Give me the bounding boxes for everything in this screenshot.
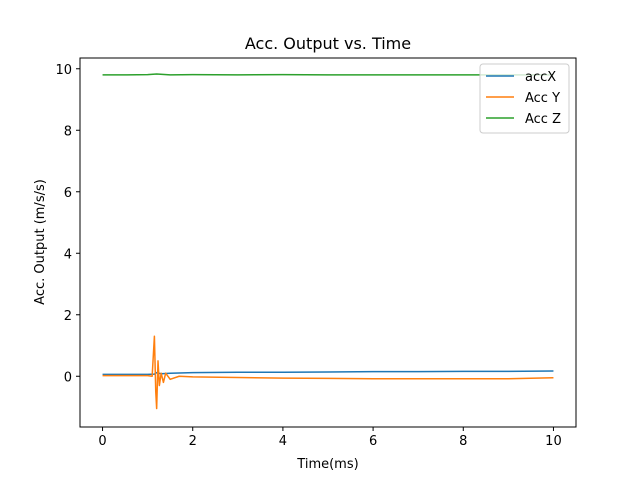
legend-label-2: Acc Y xyxy=(525,91,560,106)
x-tick-label-6: 10 xyxy=(545,434,562,449)
y-tick-label-2: 2 xyxy=(64,309,72,324)
y-tick-label-4: 6 xyxy=(64,186,72,201)
x-tick-label-2: 2 xyxy=(189,434,197,449)
x-tick-label-3: 4 xyxy=(279,434,287,449)
y-tick-label-1: 0 xyxy=(64,370,72,385)
y-tick-label-6: 10 xyxy=(55,63,72,78)
y-tick-label-5: 8 xyxy=(64,124,72,139)
axis-ticks: 0 2 4 6 8 10 0 2 4 6 8 10 xyxy=(55,63,561,449)
x-tick-label-5: 8 xyxy=(459,434,467,449)
series-line-1 xyxy=(102,370,554,376)
legend-label-1: accX xyxy=(525,70,556,85)
y-tick-label-3: 4 xyxy=(64,247,72,262)
plot-area xyxy=(102,73,554,410)
series-line-2 xyxy=(102,335,554,410)
axes-frame xyxy=(79,57,577,428)
chart-title: Acc. Output vs. Time xyxy=(245,34,411,53)
x-tick-label-4: 6 xyxy=(369,434,377,449)
legend: accX Acc Y Acc Z xyxy=(479,63,570,134)
series-line-3 xyxy=(102,73,554,76)
x-axis-label: Time(ms) xyxy=(296,457,358,472)
x-tick-label-1: 0 xyxy=(98,434,106,449)
y-axis-label: Acc. Output (m/s/s) xyxy=(33,179,48,305)
legend-box xyxy=(479,63,570,134)
legend-label-3: Acc Z xyxy=(525,112,561,127)
